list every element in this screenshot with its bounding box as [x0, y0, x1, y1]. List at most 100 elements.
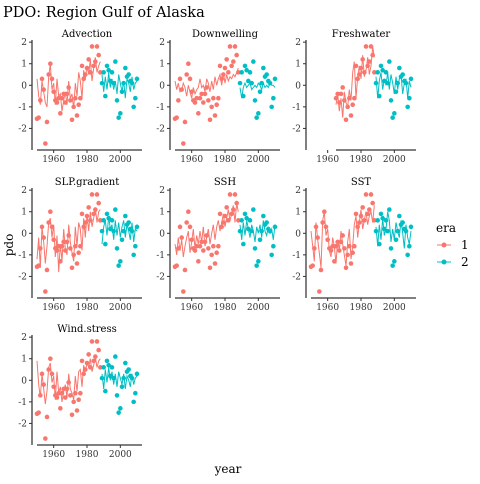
data-point-era-2	[101, 365, 106, 370]
data-point-era-2	[130, 81, 135, 86]
data-point-era-1	[211, 244, 216, 249]
data-point-era-2	[135, 225, 140, 230]
data-point-era-2	[100, 229, 105, 234]
data-point-era-2	[116, 115, 121, 120]
data-point-era-1	[213, 261, 218, 266]
data-point-era-1	[43, 289, 48, 294]
data-point-era-1	[179, 235, 184, 240]
data-point-era-1	[85, 361, 90, 366]
data-point-era-2	[395, 229, 400, 234]
data-point-era-1	[219, 77, 224, 82]
data-point-era-2	[264, 220, 269, 225]
y-tick-label: -2	[18, 272, 27, 282]
data-point-era-2	[241, 242, 246, 247]
legend-items: 12	[437, 238, 469, 269]
data-point-era-1	[233, 44, 238, 49]
data-point-era-1	[223, 214, 228, 219]
data-point-era-2	[118, 111, 123, 116]
data-point-era-1	[83, 367, 88, 372]
data-point-era-2	[251, 207, 256, 212]
x-tick-label: 2000	[383, 155, 406, 165]
data-point-era-1	[214, 250, 219, 255]
data-point-era-1	[176, 98, 181, 103]
data-point-era-2	[113, 207, 118, 212]
data-point-era-2	[273, 225, 278, 230]
data-point-era-2	[256, 111, 261, 116]
data-point-era-2	[110, 365, 115, 370]
data-point-era-2	[133, 391, 138, 396]
data-point-era-2	[404, 81, 409, 86]
data-point-era-2	[239, 70, 244, 75]
data-point-era-2	[377, 242, 382, 247]
data-point-era-1	[337, 100, 342, 105]
data-point-era-1	[68, 246, 73, 251]
data-point-era-1	[206, 98, 211, 103]
data-point-era-2	[253, 246, 258, 251]
data-point-era-2	[264, 72, 269, 77]
data-point-era-2	[123, 214, 128, 219]
data-point-era-2	[115, 393, 120, 398]
data-point-era-1	[60, 244, 65, 249]
data-point-era-2	[390, 263, 395, 268]
data-point-era-2	[271, 96, 276, 101]
series-line-era-1	[336, 47, 374, 118]
data-point-era-1	[332, 259, 337, 264]
data-point-era-1	[314, 225, 319, 230]
data-point-era-2	[407, 244, 412, 249]
data-point-era-2	[405, 253, 410, 258]
data-point-era-1	[342, 98, 347, 103]
x-tick-label: 1980	[76, 303, 99, 313]
y-tick-label: 2	[159, 186, 165, 196]
panel-title-slp-gradient: SLP.gradient	[55, 177, 120, 188]
y-tick-label: 0	[159, 229, 165, 239]
data-point-era-1	[96, 348, 101, 353]
data-point-era-2	[111, 229, 116, 234]
data-point-era-1	[196, 259, 201, 264]
data-point-era-1	[65, 92, 70, 97]
data-point-era-1	[228, 44, 233, 49]
data-point-era-1	[71, 253, 76, 258]
data-point-era-1	[203, 92, 208, 97]
x-tick-label: 1980	[350, 155, 373, 165]
data-point-era-1	[38, 393, 43, 398]
data-point-era-1	[40, 225, 45, 230]
y-tick-label: 0	[21, 229, 27, 239]
data-point-era-1	[80, 64, 85, 69]
data-point-era-1	[46, 220, 51, 225]
x-tick-label: 1980	[350, 303, 373, 313]
y-tick-label: -2	[156, 272, 165, 282]
facet-panels: Advection-2-10121960 1980 2000Downwelling-…	[18, 29, 416, 460]
y-tick-label: -2	[18, 419, 27, 429]
data-point-era-1	[93, 59, 98, 64]
data-point-era-1	[65, 387, 70, 392]
data-point-era-1	[204, 233, 209, 238]
data-point-era-2	[118, 259, 123, 264]
data-point-era-2	[131, 253, 136, 258]
data-point-era-1	[88, 218, 93, 223]
data-point-era-1	[320, 220, 325, 225]
data-point-era-1	[66, 380, 71, 385]
data-point-era-2	[105, 359, 110, 364]
data-point-era-1	[359, 66, 364, 71]
data-point-era-1	[58, 259, 63, 264]
data-point-era-2	[238, 229, 243, 234]
data-point-era-1	[48, 61, 53, 66]
data-point-era-1	[344, 118, 349, 123]
data-point-era-1	[40, 77, 45, 82]
data-point-era-2	[131, 400, 136, 405]
panel-downwelling: Downwelling-2-10121960 1980 2000	[156, 29, 280, 165]
data-point-era-2	[135, 372, 140, 377]
data-point-era-2	[130, 229, 135, 234]
panel-advection: Advection-2-10121960 1980 2000	[18, 29, 142, 165]
data-point-era-1	[364, 192, 369, 197]
x-tick-label: 2000	[383, 303, 406, 313]
data-point-era-1	[216, 96, 221, 101]
data-point-era-2	[249, 81, 254, 86]
data-point-era-1	[357, 220, 362, 225]
data-point-era-1	[45, 415, 50, 420]
data-point-era-1	[63, 100, 68, 105]
data-point-era-1	[229, 64, 234, 69]
data-point-era-1	[310, 263, 315, 268]
data-point-era-2	[115, 98, 120, 103]
data-point-era-2	[241, 94, 246, 99]
